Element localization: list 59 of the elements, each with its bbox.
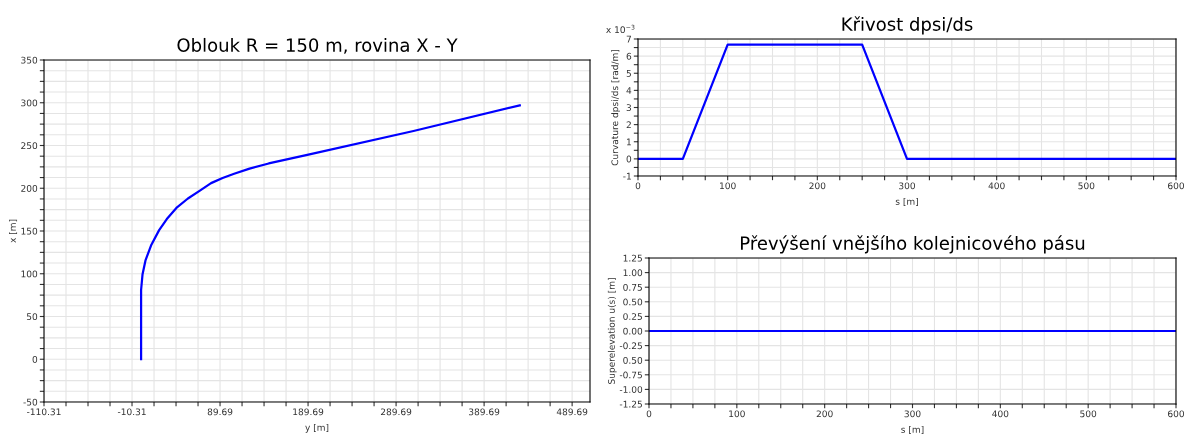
x-tick-label: 100 [720, 182, 736, 190]
y-tick-label: 100 [21, 270, 38, 278]
text: x 10$^{−3}$ [606, 24, 635, 34]
x-tick-label: 100 [729, 410, 745, 418]
y-tick-label: -50 [23, 398, 38, 406]
x-tick-label: -10.31 [117, 408, 146, 416]
y-tick-label: 7 [626, 35, 631, 43]
x-tick-label: 500 [1080, 410, 1097, 418]
x-tick-label: 600 [1168, 182, 1185, 190]
y-tick-label: 1.00 [623, 269, 643, 277]
x-tick-label: 500 [1078, 182, 1095, 190]
x-tick-label: 289.69 [380, 408, 412, 416]
x-tick-label: 189.69 [293, 408, 324, 416]
y-tick-label: 0.00 [623, 327, 643, 335]
y-tick-label: 50 [26, 313, 38, 321]
y-tick-label: -0.25 [619, 342, 642, 350]
line-series [139, 104, 521, 361]
y-tick-label: 6 [626, 52, 632, 60]
x-tick-label: 389.69 [469, 408, 500, 416]
x-tick-label: 200 [809, 182, 826, 190]
y-axis-title: Curvature dpsi/ds [rad/m] [611, 49, 620, 166]
x-tick-label: 200 [816, 410, 833, 418]
x-tick-label: -110.31 [27, 408, 61, 416]
x-tick-label: 0 [646, 410, 652, 418]
x-tick-label: 600 [1168, 410, 1185, 418]
y-tick-label: 250 [21, 142, 38, 150]
y-tick-label: 0 [626, 155, 632, 163]
x-tick-label: 89.69 [207, 408, 233, 416]
y-tick-label: 4 [626, 87, 632, 94]
chart-title: Oblouk R = 150 m, rovina X - Y [177, 37, 458, 54]
chart-title: Křivost dpsi/ds [842, 16, 973, 35]
y-tick-label: 0.50 [623, 356, 643, 364]
x-tick-label: 400 [992, 410, 1009, 418]
chart-title: Převýšení vnějšího kolejnicového pásu [741, 235, 1085, 254]
y-tick-label: 2 [626, 121, 631, 129]
x-tick-label: 489.69 [556, 408, 588, 416]
x-axis-title: y [m] [305, 423, 329, 433]
x-tick-label: 300 [904, 410, 921, 418]
y-tick-label: 0.50 [623, 298, 643, 306]
x-tick-label: 300 [899, 182, 916, 190]
y-tick-label: 150 [21, 227, 38, 235]
x-axis-title: s [m] [895, 197, 918, 206]
y-tick-label: 1.25 [623, 254, 642, 262]
y-tick-label: 1 [627, 138, 631, 146]
y-tick-label: 0.75 [623, 283, 642, 291]
y-tick-label: 350 [21, 56, 38, 64]
x-axis-title: s [m] [901, 425, 924, 434]
y-axis-title: Superelevation u(s) [m] [607, 278, 617, 384]
x-tick-label: 400 [988, 182, 1005, 190]
y-tick-label: 3 [626, 104, 632, 112]
y-tick-label: 0.25 [623, 313, 642, 320]
y-tick-label: 0 [32, 355, 38, 363]
y-tick-label: 5 [626, 70, 631, 77]
y-tick-label: -1.00 [619, 386, 643, 393]
y-tick-label: -1 [623, 172, 631, 180]
y-tick-label: -0.75 [619, 371, 642, 379]
y-tick-label: 300 [21, 99, 38, 107]
y-axis-title: x [m] [9, 219, 18, 243]
y-tick-label: -1.25 [619, 400, 642, 408]
